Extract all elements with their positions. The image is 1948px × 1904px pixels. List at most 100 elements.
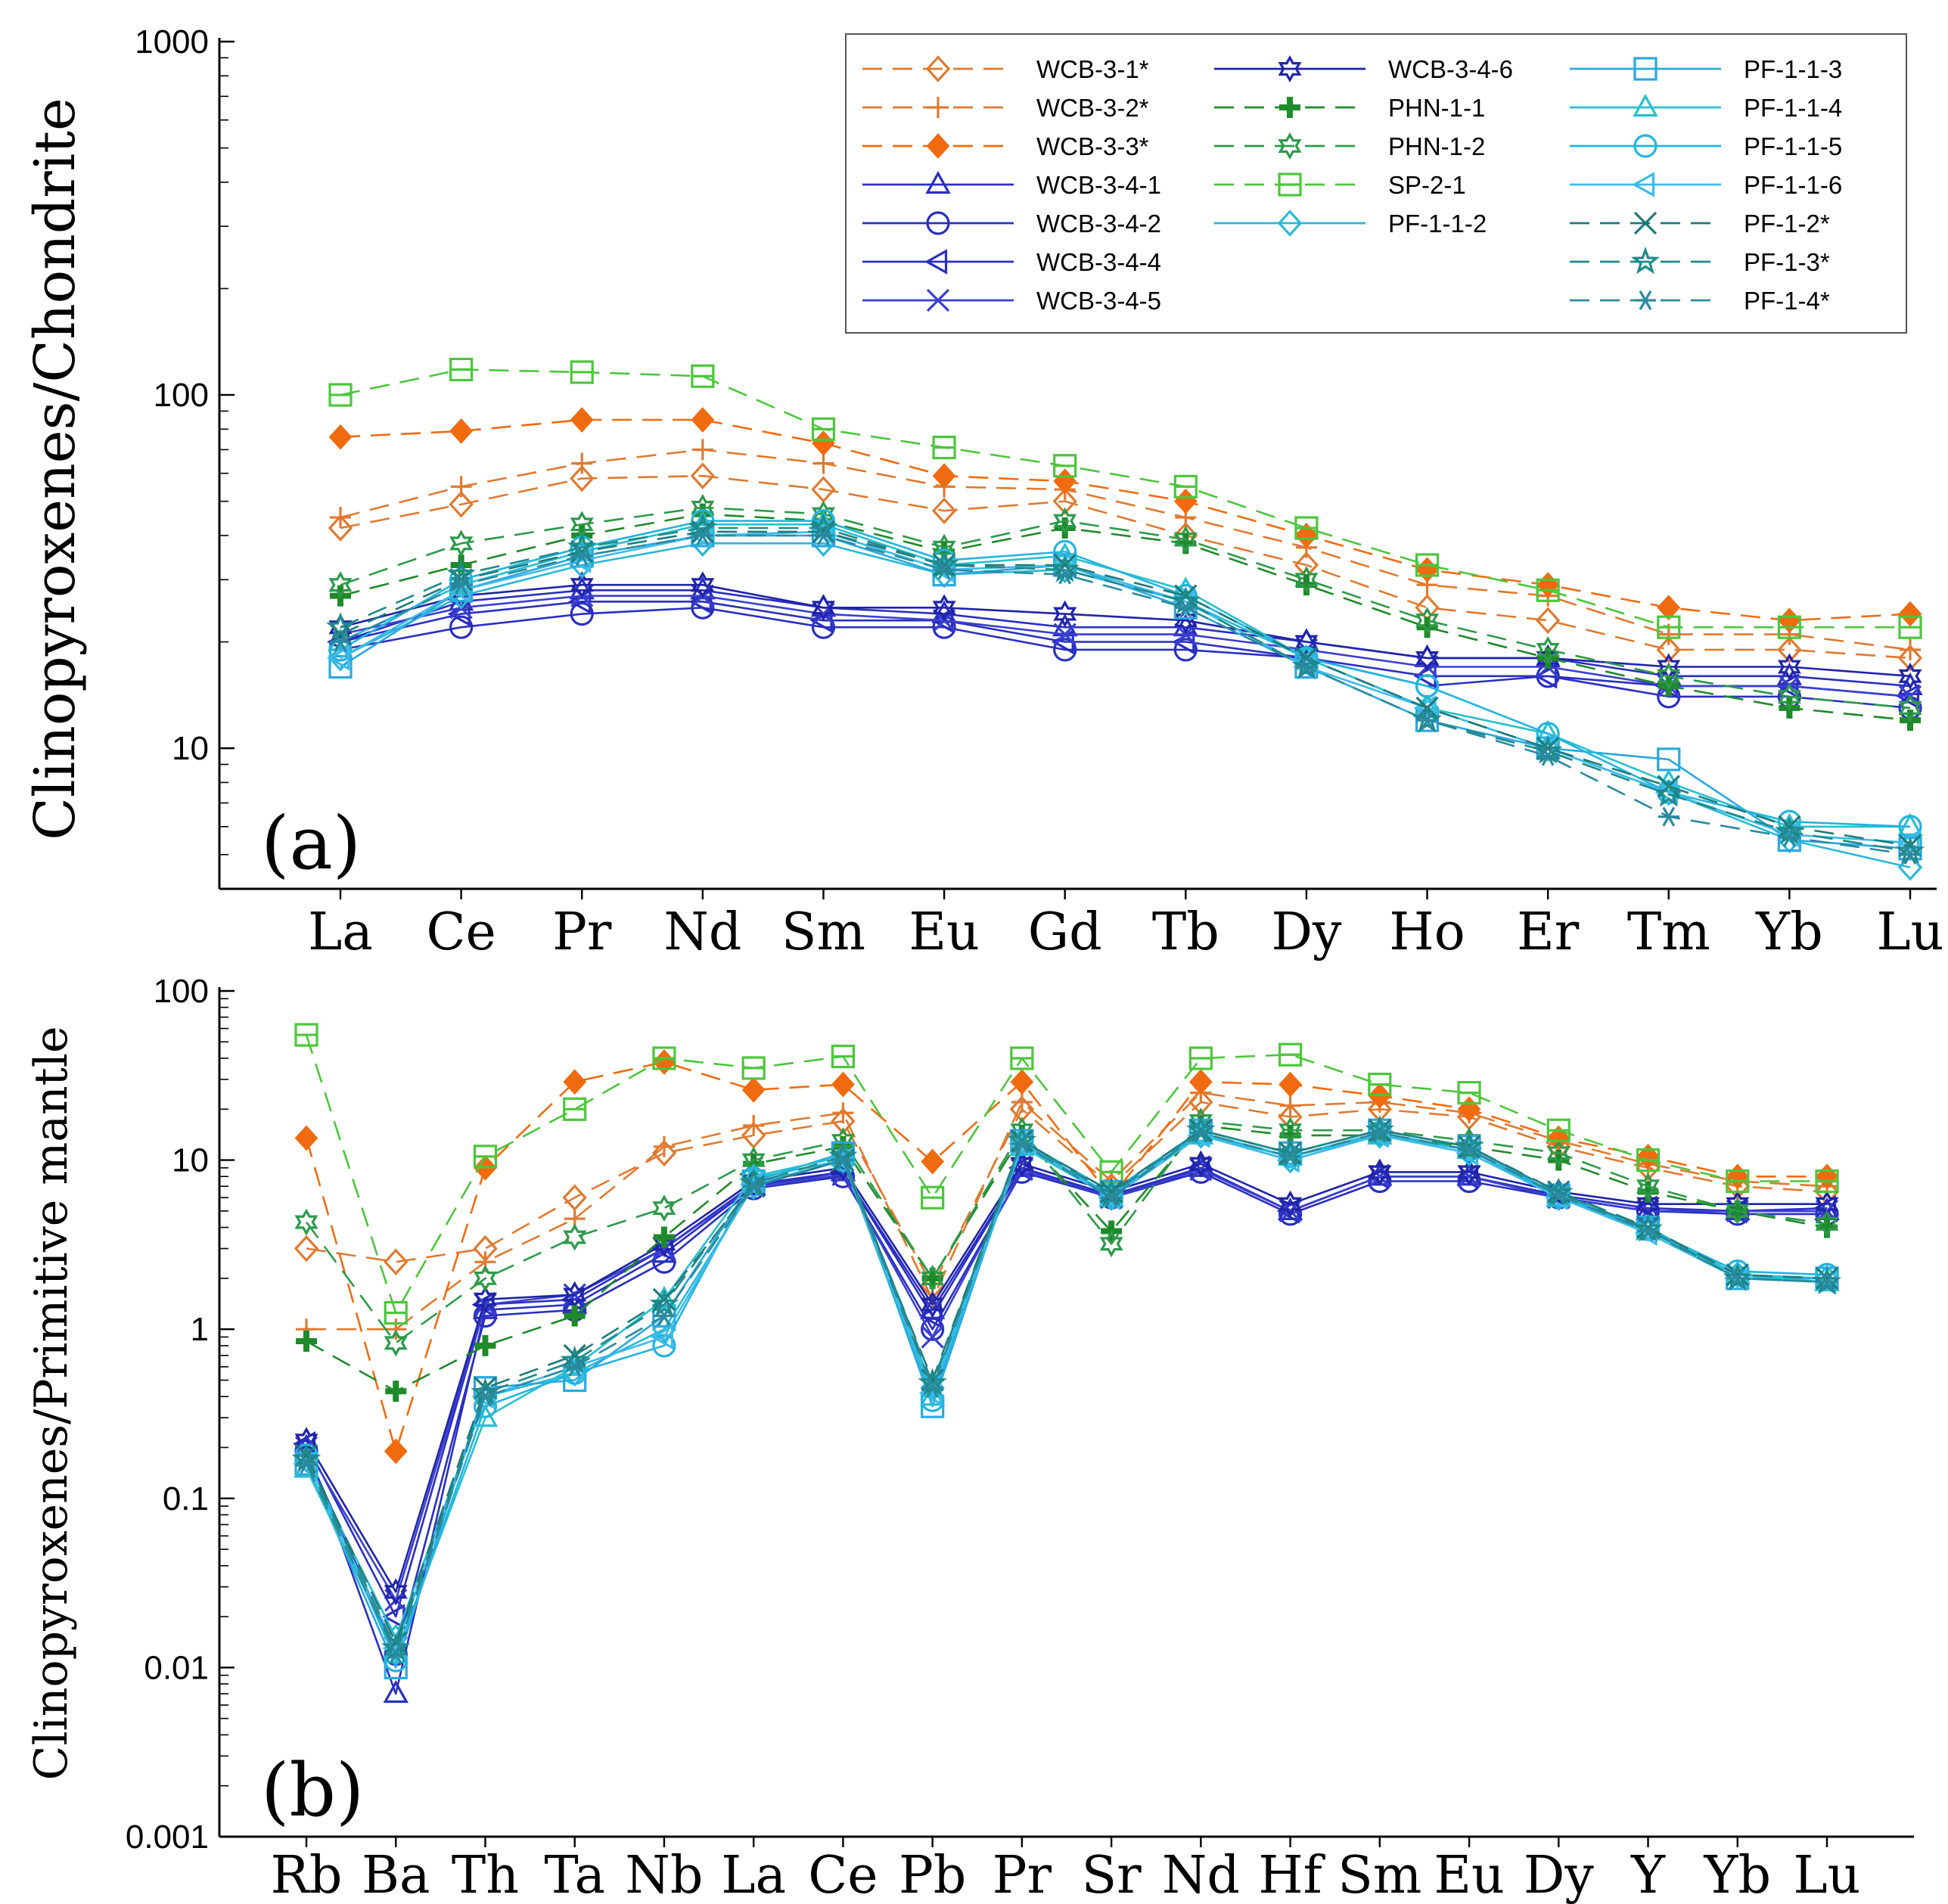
legend-label: PF-1-4*: [1744, 287, 1830, 315]
series-line: [340, 530, 1911, 847]
series-line: [340, 600, 1911, 698]
panel-b-axes: 0.001 0.01 0.1 1 10 100 Rb Ba Th Ta Nb La Ce Pb Pr Sr Nd…: [126, 973, 1914, 1904]
data-point: [1637, 1221, 1659, 1241]
x-tick-label-b: Th: [452, 1846, 519, 1904]
data-point: [1777, 636, 1802, 663]
data-point: [1416, 617, 1438, 638]
legend-marker: [1633, 57, 1658, 81]
data-point: [653, 1135, 675, 1157]
data-point: [294, 1125, 318, 1151]
x-tick-label-a: Eu: [909, 902, 979, 962]
legend-item-pf-1-4-star: PF-1-4*: [1570, 287, 1830, 315]
series-line: [340, 534, 1911, 856]
data-point: [563, 1223, 587, 1251]
x-tick-label-a: Gd: [1028, 902, 1102, 962]
legend-label: PF-1-1-5: [1744, 132, 1842, 160]
data-point: [1173, 526, 1198, 554]
data-point: [1010, 1069, 1034, 1095]
series-line: [340, 583, 1911, 678]
x-tick-label-b: Lu: [1794, 1846, 1861, 1904]
x-tick-label-b: Nb: [625, 1846, 703, 1904]
data-point: [691, 439, 713, 461]
data-point: [1900, 844, 1921, 865]
legend-marker: [1278, 55, 1302, 82]
data-point: [570, 407, 594, 433]
data-point: [1053, 638, 1077, 662]
data-point: [1278, 1071, 1302, 1098]
data-point: [1011, 1133, 1033, 1154]
legend-label: WCB-3-4-5: [1036, 287, 1161, 315]
data-point: [1174, 623, 1198, 646]
legend-marker: [927, 97, 949, 118]
legend-marker: [1633, 134, 1658, 158]
y-axis-title-a: Clinopyroxenes/Chondrite: [23, 98, 88, 840]
data-point: [832, 1102, 854, 1124]
legend-item-pf-1-1-4: PF-1-1-4: [1570, 94, 1842, 122]
data-point: [1636, 1148, 1661, 1173]
data-point: [1779, 827, 1800, 847]
data-point: [1053, 539, 1077, 564]
data-point: [1548, 1185, 1570, 1205]
x-tick-label-b: Hf: [1258, 1846, 1325, 1904]
series-line: [305, 1061, 1827, 1452]
x-tick-label-b: Ce: [808, 1846, 878, 1904]
legend-marker: [1635, 290, 1656, 310]
data-point: [921, 1325, 944, 1349]
legend-marker: [1633, 211, 1658, 235]
legend-item-pf-1-1-3: PF-1-1-3: [1570, 55, 1842, 83]
data-point: [1457, 1081, 1481, 1105]
data-point: [1636, 1173, 1661, 1200]
series-line: [340, 530, 1911, 844]
data-point: [1368, 1073, 1392, 1097]
y-axis-title-b: Clinopyroxenes/Primitive mantle: [25, 1027, 78, 1781]
data-point: [1536, 635, 1560, 663]
data-point: [652, 1194, 676, 1222]
legend-label: SP-2-1: [1388, 171, 1466, 199]
series-line: [340, 474, 1911, 660]
data-point: [294, 1023, 318, 1047]
data-point: [932, 533, 956, 561]
data-point: [651, 1139, 677, 1167]
data-point: [1415, 607, 1440, 635]
data-point: [652, 1046, 676, 1070]
data-point: [690, 462, 716, 489]
data-point: [691, 571, 715, 599]
data-point: [1174, 584, 1198, 607]
legend-marker: [1278, 172, 1302, 197]
legend-marker: [1633, 94, 1658, 117]
panel-a: 10 100 1000 La Ce Pr Nd Sm Eu Gd Tb Dy Ho Er Tm Yb Lu WC…: [23, 23, 1943, 962]
data-point: [570, 601, 594, 626]
data-point: [474, 1387, 496, 1407]
data-point: [570, 360, 594, 384]
data-point: [1052, 487, 1077, 515]
data-point: [1053, 454, 1077, 478]
x-tick-label-b: Rb: [271, 1846, 343, 1904]
data-point: [385, 1319, 407, 1340]
data-point: [1656, 636, 1681, 663]
data-point: [1278, 1190, 1303, 1218]
legend-marker: [926, 211, 950, 235]
series-phn-1-2-a: [328, 494, 1922, 722]
data-point: [1812, 1266, 1842, 1295]
data-point: [473, 1264, 497, 1292]
data-point: [571, 546, 593, 566]
legend-marker: [1278, 132, 1302, 160]
data-point: [1173, 638, 1198, 662]
data-point: [1459, 1140, 1480, 1160]
data-point: [327, 645, 350, 671]
data-point: [1897, 853, 1923, 881]
legend-item-pf-1-1-6: PF-1-1-6: [1570, 171, 1842, 199]
data-point: [1815, 1169, 1839, 1194]
series-pf-1-4-star-b: [296, 1123, 1838, 1664]
x-tick-label-a: Ho: [1389, 902, 1465, 962]
y-tick-label-b: 100: [154, 973, 209, 1010]
series-line: [340, 520, 1911, 828]
legend-item-wcb-3-2-star: WCB-3-2*: [862, 94, 1149, 122]
data-point: [1537, 746, 1559, 766]
x-tick-label-b: Dy: [1524, 1846, 1595, 1904]
data-point: [1188, 1046, 1213, 1070]
data-point: [809, 512, 838, 541]
data-point: [571, 452, 593, 474]
data-point: [1101, 1188, 1123, 1208]
data-point: [1658, 806, 1679, 827]
